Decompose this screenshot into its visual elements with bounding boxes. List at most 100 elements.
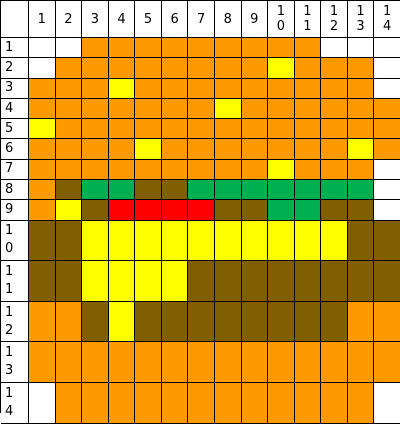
pixel-cell[interactable] bbox=[214, 58, 242, 79]
pixel-cell[interactable] bbox=[347, 58, 375, 79]
pixel-cell[interactable] bbox=[374, 261, 400, 302]
pixel-cell[interactable] bbox=[161, 38, 189, 59]
pixel-cell[interactable] bbox=[55, 383, 83, 424]
pixel-cell[interactable] bbox=[321, 78, 348, 99]
pixel-cell[interactable] bbox=[188, 261, 215, 302]
pixel-cell[interactable] bbox=[161, 261, 189, 302]
pixel-cell[interactable] bbox=[29, 200, 56, 221]
pixel-cell[interactable] bbox=[321, 180, 348, 201]
pixel-cell[interactable] bbox=[241, 58, 269, 79]
pixel-cell[interactable] bbox=[188, 200, 215, 221]
pixel-cell[interactable] bbox=[188, 301, 215, 343]
pixel-cell[interactable] bbox=[268, 261, 295, 302]
pixel-cell[interactable] bbox=[161, 383, 189, 424]
pixel-cell[interactable] bbox=[321, 38, 348, 59]
pixel-cell[interactable] bbox=[214, 98, 242, 120]
pixel-cell[interactable] bbox=[214, 38, 242, 59]
pixel-cell[interactable] bbox=[374, 342, 400, 384]
pixel-cell[interactable] bbox=[214, 342, 242, 384]
pixel-cell[interactable] bbox=[82, 98, 109, 120]
pixel-cell[interactable] bbox=[82, 58, 109, 79]
pixel-cell[interactable] bbox=[294, 119, 322, 140]
pixel-cell[interactable] bbox=[347, 342, 375, 384]
pixel-cell[interactable] bbox=[374, 159, 400, 181]
pixel-cell[interactable] bbox=[108, 220, 136, 262]
pixel-cell[interactable] bbox=[241, 159, 269, 181]
pixel-cell[interactable] bbox=[347, 220, 375, 262]
pixel-cell[interactable] bbox=[294, 200, 322, 221]
pixel-cell[interactable] bbox=[321, 200, 348, 221]
pixel-cell[interactable] bbox=[374, 98, 400, 120]
pixel-cell[interactable] bbox=[29, 180, 56, 201]
pixel-cell[interactable] bbox=[321, 261, 348, 302]
pixel-cell[interactable] bbox=[214, 301, 242, 343]
pixel-cell[interactable] bbox=[188, 78, 215, 99]
pixel-cell[interactable] bbox=[214, 261, 242, 302]
pixel-cell[interactable] bbox=[321, 98, 348, 120]
pixel-cell[interactable] bbox=[321, 159, 348, 181]
pixel-cell[interactable] bbox=[374, 38, 400, 59]
pixel-cell[interactable] bbox=[294, 58, 322, 79]
pixel-cell[interactable] bbox=[29, 58, 56, 79]
pixel-cell[interactable] bbox=[321, 220, 348, 262]
pixel-cell[interactable] bbox=[214, 220, 242, 262]
pixel-cell[interactable] bbox=[241, 342, 269, 384]
pixel-cell[interactable] bbox=[321, 58, 348, 79]
pixel-cell[interactable] bbox=[294, 159, 322, 181]
pixel-cell[interactable] bbox=[294, 180, 322, 201]
pixel-cell[interactable] bbox=[29, 220, 56, 262]
pixel-cell[interactable] bbox=[347, 383, 375, 424]
pixel-cell[interactable] bbox=[108, 342, 136, 384]
pixel-cell[interactable] bbox=[135, 159, 162, 181]
pixel-cell[interactable] bbox=[135, 139, 162, 160]
pixel-cell[interactable] bbox=[82, 383, 109, 424]
pixel-cell[interactable] bbox=[135, 119, 162, 140]
pixel-cell[interactable] bbox=[321, 119, 348, 140]
pixel-cell[interactable] bbox=[55, 78, 83, 99]
pixel-cell[interactable] bbox=[268, 220, 295, 262]
pixel-cell[interactable] bbox=[268, 180, 295, 201]
pixel-cell[interactable] bbox=[29, 78, 56, 99]
pixel-cell[interactable] bbox=[135, 383, 162, 424]
pixel-cell[interactable] bbox=[214, 200, 242, 221]
pixel-cell[interactable] bbox=[108, 200, 136, 221]
pixel-cell[interactable] bbox=[161, 180, 189, 201]
pixel-cell[interactable] bbox=[55, 200, 83, 221]
pixel-cell[interactable] bbox=[268, 119, 295, 140]
pixel-cell[interactable] bbox=[82, 220, 109, 262]
pixel-cell[interactable] bbox=[82, 38, 109, 59]
pixel-cell[interactable] bbox=[29, 119, 56, 140]
pixel-cell[interactable] bbox=[294, 139, 322, 160]
pixel-cell[interactable] bbox=[108, 261, 136, 302]
pixel-cell[interactable] bbox=[161, 301, 189, 343]
pixel-cell[interactable] bbox=[347, 78, 375, 99]
pixel-cell[interactable] bbox=[188, 58, 215, 79]
pixel-cell[interactable] bbox=[55, 301, 83, 343]
pixel-cell[interactable] bbox=[188, 159, 215, 181]
pixel-cell[interactable] bbox=[108, 78, 136, 99]
pixel-cell[interactable] bbox=[188, 342, 215, 384]
pixel-cell[interactable] bbox=[347, 139, 375, 160]
pixel-cell[interactable] bbox=[241, 301, 269, 343]
pixel-cell[interactable] bbox=[55, 220, 83, 262]
pixel-cell[interactable] bbox=[135, 98, 162, 120]
pixel-cell[interactable] bbox=[214, 139, 242, 160]
pixel-cell[interactable] bbox=[29, 301, 56, 343]
pixel-cell[interactable] bbox=[374, 301, 400, 343]
pixel-cell[interactable] bbox=[29, 383, 56, 424]
pixel-cell[interactable] bbox=[55, 58, 83, 79]
pixel-cell[interactable] bbox=[161, 58, 189, 79]
pixel-cell[interactable] bbox=[135, 38, 162, 59]
pixel-cell[interactable] bbox=[294, 220, 322, 262]
pixel-cell[interactable] bbox=[374, 139, 400, 160]
pixel-cell[interactable] bbox=[188, 38, 215, 59]
pixel-cell[interactable] bbox=[29, 38, 56, 59]
pixel-cell[interactable] bbox=[108, 301, 136, 343]
pixel-cell[interactable] bbox=[82, 261, 109, 302]
pixel-cell[interactable] bbox=[321, 342, 348, 384]
pixel-cell[interactable] bbox=[135, 220, 162, 262]
pixel-cell[interactable] bbox=[294, 383, 322, 424]
pixel-cell[interactable] bbox=[374, 119, 400, 140]
pixel-cell[interactable] bbox=[135, 58, 162, 79]
pixel-cell[interactable] bbox=[294, 261, 322, 302]
